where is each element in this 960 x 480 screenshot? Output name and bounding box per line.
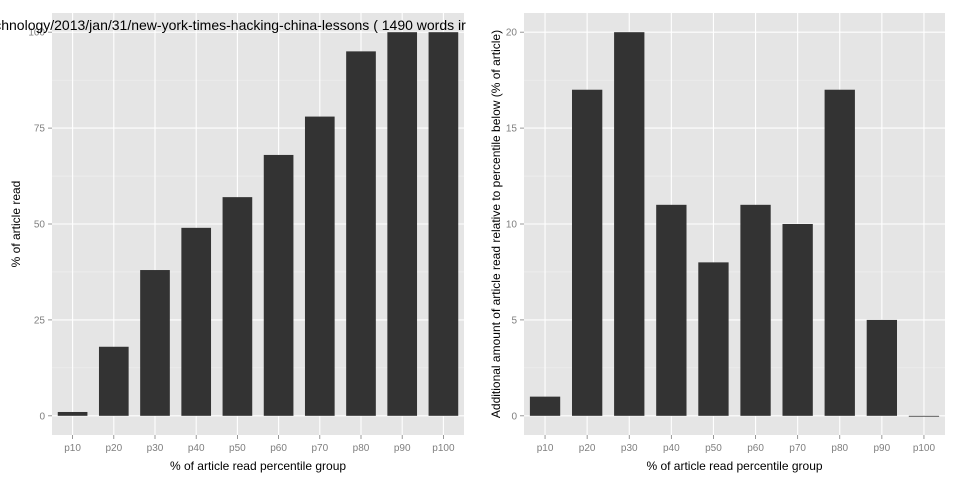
x-tick-label: p40 (188, 443, 205, 454)
x-tick-label: p60 (747, 443, 764, 454)
bar-p20 (571, 89, 603, 416)
x-axis-title: % of article read percentile group (170, 459, 346, 473)
x-tick-label: p80 (353, 443, 370, 454)
chart-panel-2: 0 5 10 15 20 p10 p20 p30 p40 p50 p60 p70 p80 p90 p100%… (489, 13, 945, 473)
bar-p70 (304, 116, 335, 416)
x-tick-label: p70 (311, 443, 328, 454)
y-tick-label: 10 (506, 220, 518, 231)
x-tick-label: p100 (913, 443, 936, 454)
bar-p90 (866, 319, 898, 416)
x-tick-label: p90 (874, 443, 891, 454)
y-axis-title: Additional amount of article read relati… (489, 30, 503, 418)
bar-p60 (263, 154, 294, 416)
x-tick-label: p60 (270, 443, 287, 454)
x-tick-label: p90 (394, 443, 411, 454)
y-tick-label: 75 (34, 124, 46, 135)
x-tick-label: p20 (105, 443, 122, 454)
bar-p40 (181, 227, 212, 416)
chart-title: chnology/2013/jan/31/new-york-times-hack… (0, 17, 466, 33)
x-tick-label: p20 (579, 443, 596, 454)
chart-panel-1: 0 25 50 75 100 p10 p20 p30 p40 p50 p60 p70 p80 p90 p10… (0, 13, 466, 473)
y-tick-label: 25 (34, 315, 46, 326)
bar-p10 (529, 396, 561, 416)
bar-p80 (824, 89, 855, 416)
bar-p40 (656, 204, 687, 416)
bar-p60 (740, 204, 771, 416)
x-tick-label: p50 (229, 443, 246, 454)
y-tick-label: 5 (511, 315, 517, 326)
bar-p100 (428, 32, 459, 416)
bar-p80 (346, 51, 376, 416)
y-tick-label: 0 (511, 411, 517, 422)
bar-p30 (614, 32, 645, 416)
x-tick-label: p50 (705, 443, 722, 454)
y-tick-label: 20 (506, 28, 518, 39)
bar-p100 (908, 415, 940, 417)
bar-p50 (222, 197, 253, 416)
bar-p70 (782, 224, 813, 416)
x-tick-label: p30 (621, 443, 638, 454)
x-tick-label: p10 (537, 443, 554, 454)
bar-p10 (57, 411, 88, 416)
x-axis-title: % of article read percentile group (646, 459, 822, 473)
bar-p90 (387, 32, 418, 416)
y-axis-title: % of article read (9, 181, 23, 268)
bar-p30 (140, 270, 170, 416)
x-tick-label: p30 (147, 443, 164, 454)
x-tick-label: p100 (432, 443, 455, 454)
bar-p20 (98, 346, 129, 416)
x-tick-label: p70 (789, 443, 806, 454)
x-tick-label: p40 (663, 443, 680, 454)
x-tick-label: p10 (64, 443, 81, 454)
x-tick-label: p80 (831, 443, 848, 454)
y-tick-label: 0 (39, 411, 45, 422)
y-tick-label: 50 (34, 220, 46, 231)
bar-p50 (698, 262, 729, 416)
y-tick-label: 15 (506, 124, 518, 135)
y-tick-label: 100 (28, 28, 45, 39)
